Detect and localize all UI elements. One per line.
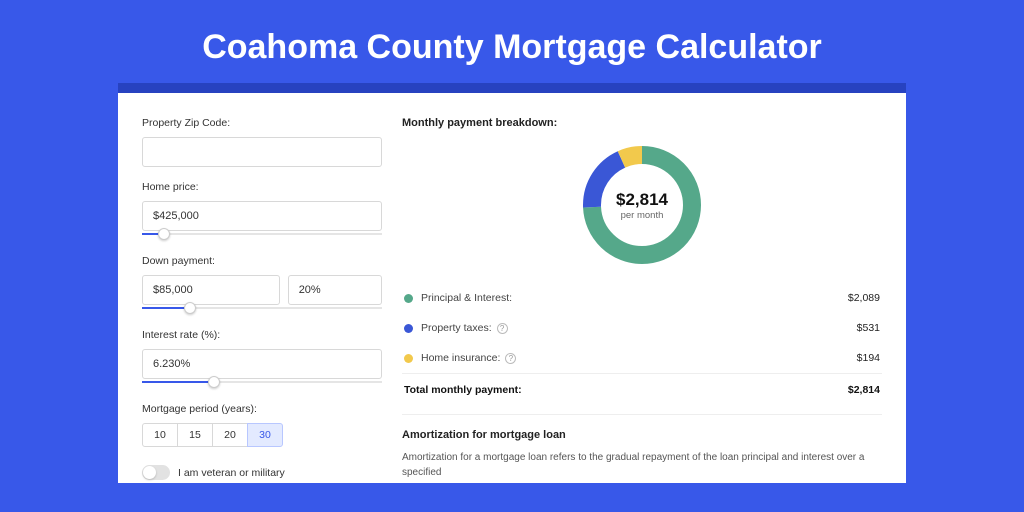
period-button-15[interactable]: 15 xyxy=(177,423,213,447)
total-label: Total monthly payment: xyxy=(404,384,522,396)
slider-fill xyxy=(142,307,190,309)
line-item-value: $531 xyxy=(857,322,880,334)
slider-fill xyxy=(142,381,214,383)
donut-amount: $2,814 xyxy=(616,190,668,210)
slider-line xyxy=(142,233,382,235)
down-payment-field-group: Down payment: xyxy=(142,255,382,315)
total-value: $2,814 xyxy=(848,384,880,396)
calculator-frame: Property Zip Code: Home price: Down paym… xyxy=(118,83,906,483)
home-price-slider[interactable] xyxy=(142,229,382,241)
down-payment-input[interactable] xyxy=(142,275,280,305)
veteran-label: I am veteran or military xyxy=(178,467,285,479)
home-price-field-group: Home price: xyxy=(142,181,382,241)
line-item: Principal & Interest: $2,089 xyxy=(402,283,882,313)
zip-label: Property Zip Code: xyxy=(142,117,382,129)
interest-slider[interactable] xyxy=(142,377,382,389)
veteran-toggle[interactable] xyxy=(142,465,170,480)
swatch-icon xyxy=(404,324,413,333)
period-button-20[interactable]: 20 xyxy=(212,423,248,447)
line-items: Principal & Interest: $2,089 Property taxe… xyxy=(402,283,882,374)
interest-input[interactable] xyxy=(142,349,382,379)
donut-center: $2,814 per month xyxy=(578,141,706,269)
home-price-label: Home price: xyxy=(142,181,382,193)
line-item-label: Home insurance: xyxy=(421,352,500,364)
home-price-input[interactable] xyxy=(142,201,382,231)
page-title: Coahoma County Mortgage Calculator xyxy=(0,0,1024,83)
toggle-knob xyxy=(143,466,156,479)
slider-thumb[interactable] xyxy=(158,228,170,240)
donut-sub: per month xyxy=(621,210,664,221)
info-icon[interactable]: ? xyxy=(505,353,516,364)
interest-field-group: Interest rate (%): xyxy=(142,329,382,389)
total-row: Total monthly payment: $2,814 xyxy=(402,374,882,410)
zip-field-group: Property Zip Code: xyxy=(142,117,382,167)
swatch-icon xyxy=(404,294,413,303)
donut-chart: $2,814 per month xyxy=(578,141,706,269)
line-item-label: Property taxes: xyxy=(421,322,492,334)
line-item-label: Principal & Interest: xyxy=(421,292,512,304)
period-label: Mortgage period (years): xyxy=(142,403,382,415)
down-payment-slider[interactable] xyxy=(142,303,382,315)
line-item-value: $2,089 xyxy=(848,292,880,304)
period-buttons: 10152030 xyxy=(142,423,382,447)
interest-label: Interest rate (%): xyxy=(142,329,382,341)
period-button-30[interactable]: 30 xyxy=(247,423,283,447)
line-item-value: $194 xyxy=(857,352,880,364)
period-field-group: Mortgage period (years): 10152030 xyxy=(142,403,382,447)
donut-wrap: $2,814 per month xyxy=(402,141,882,269)
line-item: Property taxes:? $531 xyxy=(402,313,882,343)
form-panel: Property Zip Code: Home price: Down paym… xyxy=(142,117,382,483)
down-payment-pct-input[interactable] xyxy=(288,275,382,305)
swatch-icon xyxy=(404,354,413,363)
period-button-10[interactable]: 10 xyxy=(142,423,178,447)
divider xyxy=(402,414,882,415)
down-payment-label: Down payment: xyxy=(142,255,382,267)
amortization-body: Amortization for a mortgage loan refers … xyxy=(402,451,882,480)
info-icon[interactable]: ? xyxy=(497,323,508,334)
slider-thumb[interactable] xyxy=(184,302,196,314)
amortization-title: Amortization for mortgage loan xyxy=(402,429,882,441)
veteran-row: I am veteran or military xyxy=(142,465,382,480)
line-item: Home insurance:? $194 xyxy=(402,343,882,373)
breakdown-panel: Monthly payment breakdown: $2,814 per mo… xyxy=(402,117,882,483)
breakdown-title: Monthly payment breakdown: xyxy=(402,117,882,129)
slider-thumb[interactable] xyxy=(208,376,220,388)
zip-input[interactable] xyxy=(142,137,382,167)
